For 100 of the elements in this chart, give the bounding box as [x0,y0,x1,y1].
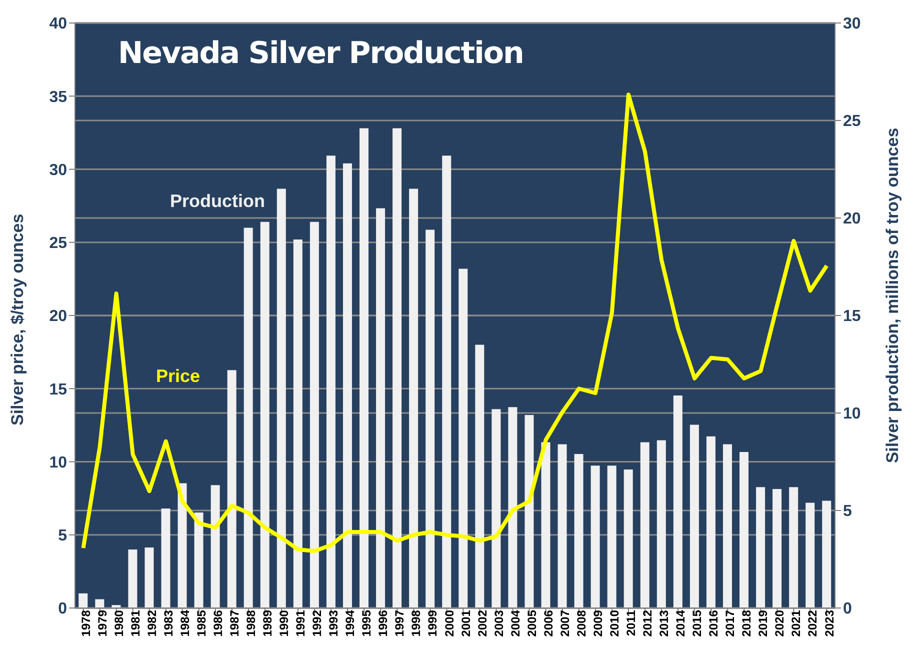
x-tick-label: 1979 [95,610,110,637]
bar [360,128,369,608]
x-tick-label: 1994 [343,610,358,637]
y2-tick-label: 5 [843,503,852,520]
x-tick-label: 1984 [178,610,192,637]
bar [492,409,501,608]
bar [276,188,286,608]
x-tick-label: 1978 [78,610,93,637]
y2-tick-label: 30 [843,16,861,33]
y-tick-label: 40 [49,16,68,33]
y2-tick-label: 25 [843,113,861,130]
x-tick-label: 1982 [144,610,159,637]
bar [624,470,633,608]
bar [806,502,815,608]
x-tick-label: 1995 [360,610,374,637]
y2-tick-label: 10 [843,406,861,423]
bar [541,442,550,608]
x-tick-label: 2014 [674,610,688,637]
x-tick-label: 2012 [640,610,655,637]
bar [376,208,386,608]
y-tick-label: 10 [49,454,68,472]
x-tick-label: 1983 [161,610,176,637]
bar [458,268,468,608]
line-series [81,92,829,553]
bar [673,395,682,608]
y-tick-label: 35 [49,88,68,106]
bar [244,228,253,608]
bar [607,466,616,608]
x-tick-label: 1992 [310,610,324,637]
y-tick-label: 5 [58,528,68,545]
bar [78,593,88,608]
x-tick-label: 2009 [590,610,605,637]
x-tick-label: 2008 [574,610,588,637]
x-tick-label: 2006 [541,610,556,637]
x-tick-label: 1996 [376,610,390,637]
series-label: Price [156,366,200,387]
x-tick-label: 1999 [426,610,440,637]
bar [590,466,600,608]
x-tick-label: 2003 [492,610,506,637]
bar [392,128,402,608]
x-tick-label: 2023 [822,610,836,637]
bar [227,370,236,608]
x-tick-label: 1993 [326,610,341,637]
x-tick-label: 1987 [227,610,242,637]
bar [690,424,699,608]
x-tick-label: 2010 [607,610,622,637]
bar [310,222,319,608]
x-tick-label: 2017 [723,610,738,637]
y-tick-label: 15 [49,381,68,398]
bar [740,452,749,608]
x-tick-label: 2001 [458,610,473,637]
bar [194,512,204,608]
x-tick-label: 2022 [806,610,820,637]
bar [756,487,766,608]
x-tick-label: 2015 [690,610,704,637]
bar [772,489,782,608]
bar [342,163,352,608]
bar [656,440,666,608]
x-tick-label: 2004 [508,610,522,637]
y2-tick-label: 0 [843,600,852,618]
x-tick-label: 2013 [657,610,672,637]
bar [161,508,170,608]
y2-axis-title: Silver production, millions of troy ounces [883,128,902,464]
y2-tick-label: 20 [843,210,861,228]
bar [822,500,832,608]
x-tick-label: 1988 [244,610,258,637]
x-tick-label: 1990 [277,610,292,637]
bar [475,344,484,608]
bar [144,548,154,608]
bar [508,407,518,608]
x-tick-label: 1980 [112,610,126,637]
x-tick-label: 2016 [706,610,721,637]
x-tick-label: 2020 [772,610,787,637]
bar [293,239,302,608]
x-tick-label: 2018 [740,610,754,637]
x-tick-label: 1997 [392,610,407,637]
x-tick-label: 2019 [756,610,770,637]
x-tick-label: 1986 [210,610,225,637]
bar [95,599,104,608]
x-tick-label: 2011 [624,610,638,636]
bar [178,483,187,608]
x-tick-label: 2002 [475,610,490,637]
x-tick-label: 1989 [260,610,275,637]
x-tick-label: 1991 [294,610,308,637]
y-tick-label: 20 [49,308,68,326]
series-label: Production [170,191,265,212]
x-tick-label: 2000 [442,610,456,637]
bar [442,156,452,608]
bar [574,454,584,608]
bar [409,188,418,608]
x-tick-label: 1981 [128,610,142,637]
bar [524,414,534,608]
bar [128,550,138,608]
x-tick-label: 2005 [524,610,539,637]
bar [326,156,336,608]
bar [426,230,435,608]
y-tick-label: 0 [58,600,68,618]
y-tick-label: 30 [49,162,68,179]
bar [558,444,567,608]
bar [789,487,798,608]
